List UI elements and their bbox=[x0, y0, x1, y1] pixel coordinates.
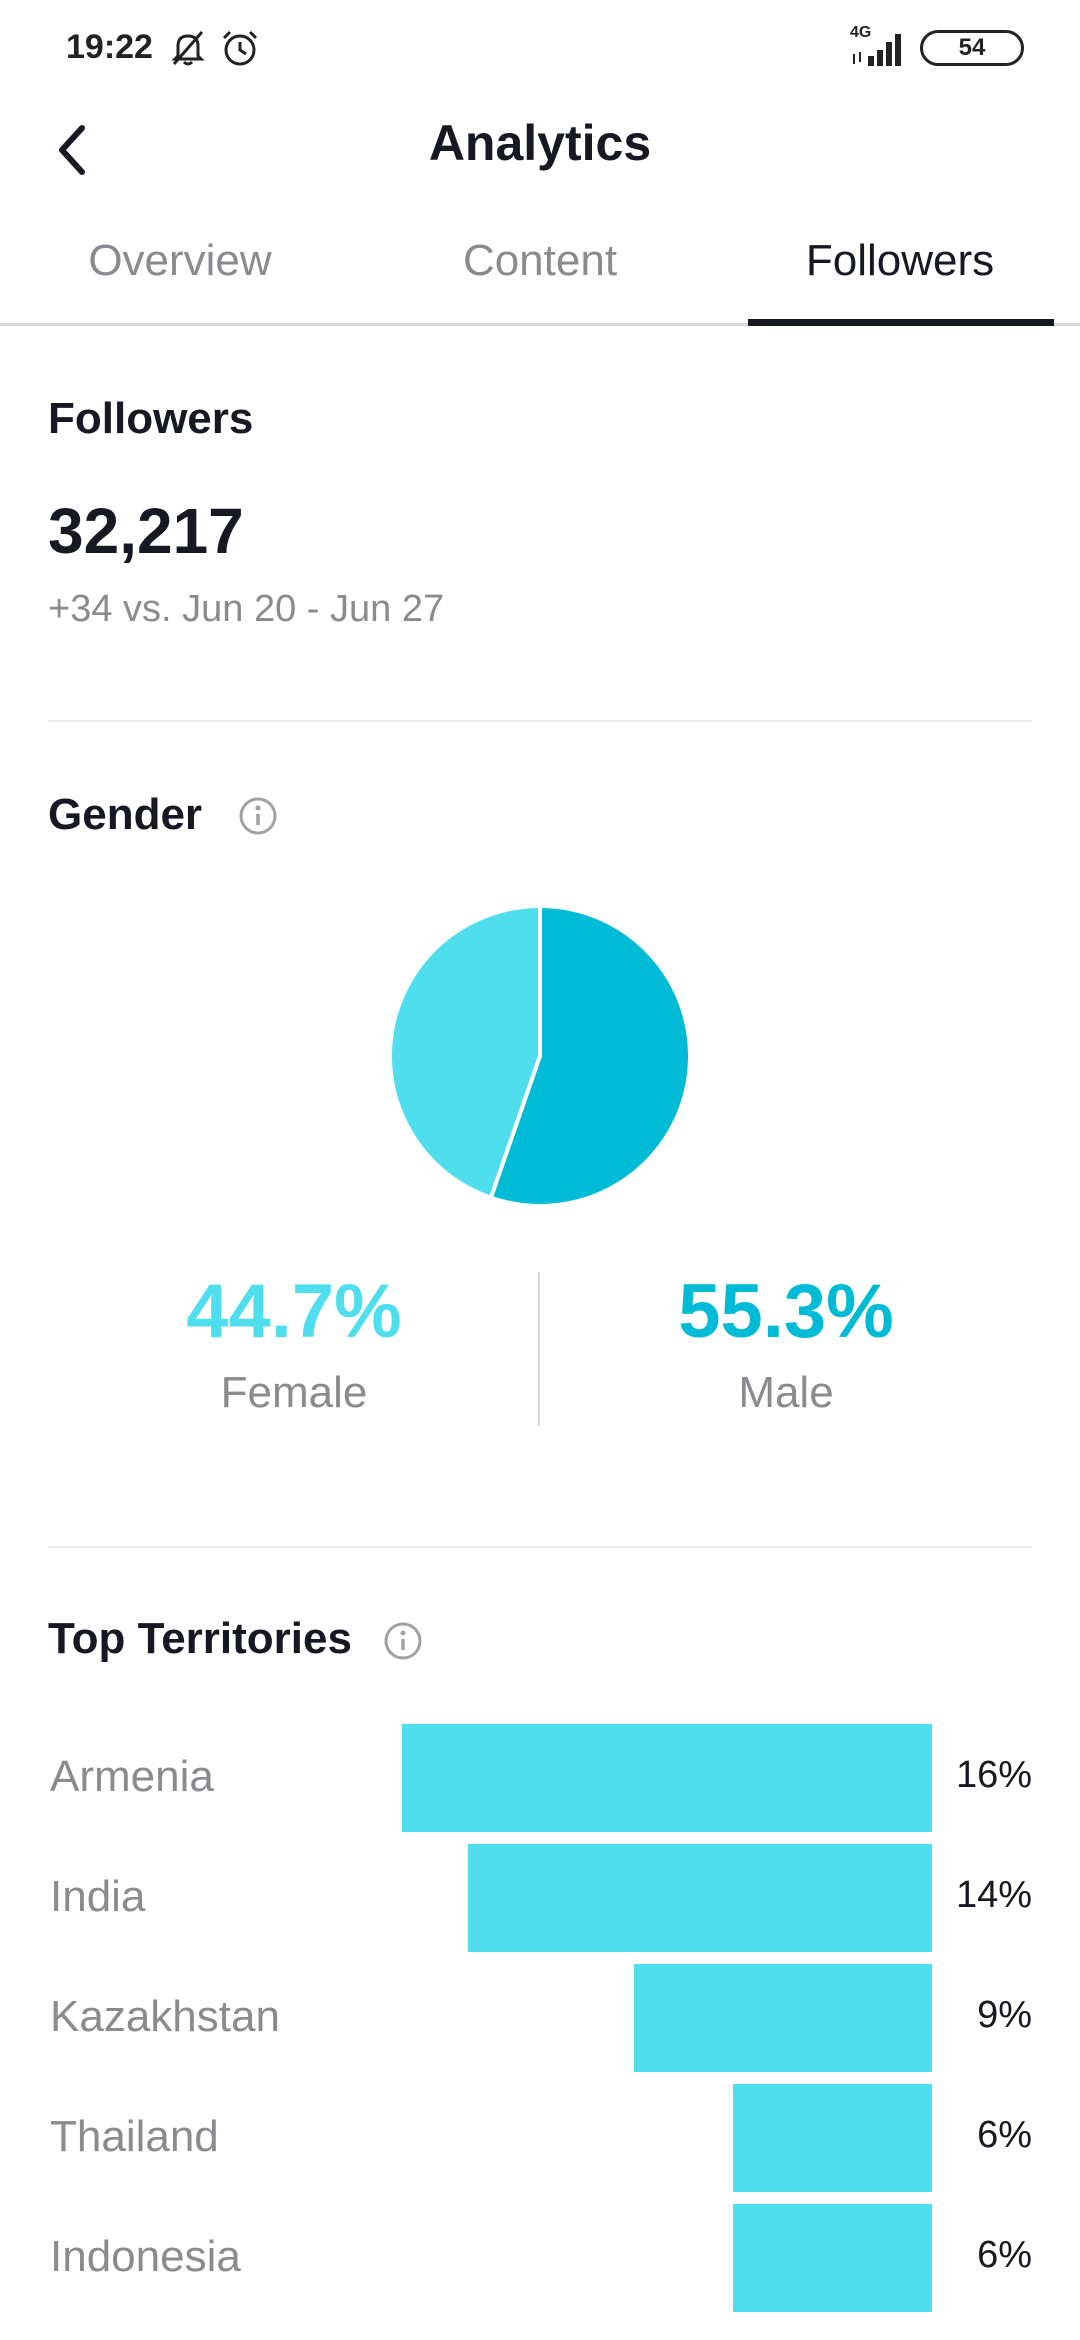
territory-row: India 14% bbox=[0, 1842, 1080, 1954]
followers-change: +34 vs. Jun 20 - Jun 27 bbox=[48, 588, 445, 630]
mute-icon bbox=[166, 26, 210, 70]
territory-name: Kazakhstan bbox=[50, 1992, 280, 2041]
territory-percent: 9% bbox=[977, 1994, 1032, 2036]
app-header: Analytics bbox=[0, 100, 1080, 190]
section-divider bbox=[48, 1546, 1032, 1548]
territory-bar bbox=[733, 2204, 932, 2312]
male-label: Male bbox=[738, 1368, 834, 1417]
territory-name: India bbox=[50, 1872, 146, 1921]
territory-percent: 6% bbox=[977, 2114, 1032, 2156]
pie-slice-female bbox=[388, 904, 542, 1201]
territories-section-title: Top Territories bbox=[48, 1614, 352, 1663]
active-tab-indicator bbox=[748, 319, 1054, 326]
followers-count: 32,217 bbox=[48, 495, 244, 567]
gender-pie-chart bbox=[388, 904, 692, 1208]
page-title: Analytics bbox=[428, 115, 652, 171]
territory-percent: 14% bbox=[955, 1874, 1032, 1916]
territory-name: Indonesia bbox=[50, 2232, 241, 2281]
info-icon[interactable] bbox=[238, 796, 278, 836]
battery-icon: 54 bbox=[920, 30, 1024, 66]
territory-row: Thailand 6% bbox=[0, 2082, 1080, 2194]
territory-name: Thailand bbox=[50, 2112, 219, 2161]
territory-percent: 6% bbox=[977, 2234, 1032, 2276]
territory-row: Kazakhstan 9% bbox=[0, 1962, 1080, 2074]
network-type: 4G bbox=[850, 24, 872, 41]
tab-content[interactable]: Content bbox=[462, 236, 618, 285]
territory-percent: 16% bbox=[955, 1754, 1032, 1796]
back-arrow-icon[interactable] bbox=[46, 108, 98, 180]
status-time: 19:22 bbox=[66, 28, 153, 66]
territory-bar bbox=[468, 1844, 932, 1952]
territory-row: Armenia 16% bbox=[0, 1722, 1080, 1834]
territory-name: Armenia bbox=[50, 1752, 214, 1801]
info-icon[interactable] bbox=[383, 1621, 423, 1661]
followers-section-title: Followers bbox=[48, 394, 254, 443]
female-label: Female bbox=[220, 1368, 368, 1417]
gender-separator bbox=[538, 1272, 540, 1426]
battery-level: 54 bbox=[958, 34, 986, 61]
male-percent: 55.3% bbox=[678, 1269, 894, 1354]
status-bar: 19:22 4G 54 bbox=[0, 0, 1080, 100]
tab-bar: Overview Content Followers bbox=[0, 222, 1080, 326]
gender-section-title: Gender bbox=[48, 790, 203, 839]
territory-row: Indonesia 6% bbox=[0, 2202, 1080, 2314]
alarm-icon bbox=[218, 26, 262, 70]
tab-followers[interactable]: Followers bbox=[805, 236, 995, 285]
territory-bar bbox=[733, 2084, 932, 2192]
territory-bar bbox=[402, 1724, 932, 1832]
section-divider bbox=[48, 720, 1032, 722]
female-percent: 44.7% bbox=[186, 1269, 402, 1354]
tab-overview[interactable]: Overview bbox=[88, 236, 272, 285]
territory-bar bbox=[634, 1964, 932, 2072]
pie-slice-male bbox=[488, 904, 692, 1208]
signal-icon: 4G bbox=[850, 24, 906, 68]
